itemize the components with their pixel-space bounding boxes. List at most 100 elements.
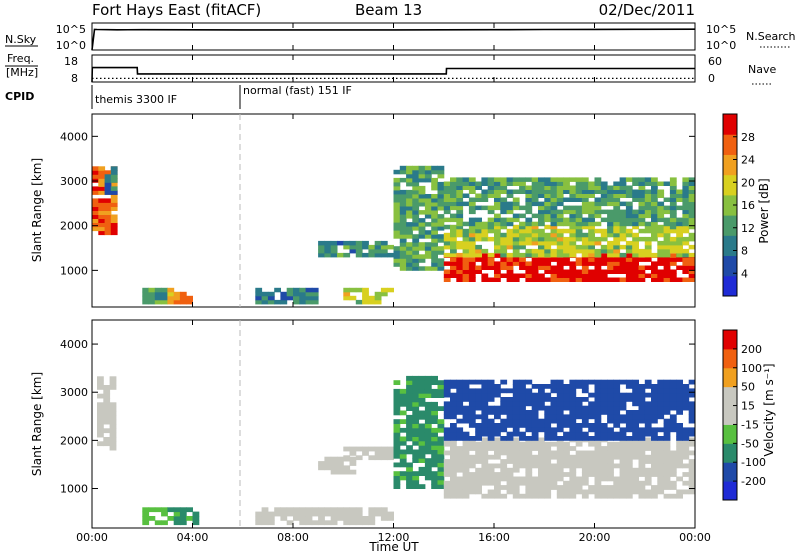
data-cell	[500, 201, 508, 207]
data-cell	[575, 427, 583, 433]
data-cell	[343, 446, 351, 452]
data-cell	[437, 440, 445, 446]
data-cell	[399, 202, 407, 207]
data-cell	[412, 194, 420, 199]
data-cell	[657, 193, 665, 198]
data-cell	[450, 454, 457, 460]
data-cell	[179, 516, 187, 521]
data-cell	[550, 181, 558, 186]
data-cell	[594, 405, 602, 411]
data-cell	[399, 234, 407, 239]
data-cell	[688, 388, 696, 394]
data-cell	[318, 465, 325, 471]
data-cell	[399, 238, 407, 243]
data-cell	[619, 379, 627, 385]
data-cell	[613, 189, 621, 194]
data-cell	[625, 418, 633, 424]
data-cell	[563, 463, 570, 469]
data-cell	[525, 177, 533, 182]
data-cell	[494, 265, 501, 270]
data-cell	[581, 450, 589, 456]
data-cell	[581, 224, 589, 230]
data-cell	[109, 428, 117, 434]
data-cell	[519, 189, 526, 194]
data-cell	[682, 472, 690, 477]
data-cell	[669, 197, 677, 202]
data-cell	[374, 511, 382, 517]
data-cell	[437, 165, 445, 171]
data-cell	[462, 201, 470, 207]
data-cell	[588, 467, 595, 473]
data-cell	[563, 418, 570, 424]
data-cell	[538, 437, 545, 443]
data-cell	[324, 511, 332, 517]
data-cell	[98, 222, 106, 228]
data-cell	[494, 476, 501, 482]
data-cell	[462, 397, 470, 402]
data-cell	[625, 493, 633, 499]
data-cell	[682, 384, 690, 389]
data-cell	[512, 437, 520, 443]
data-cell	[563, 228, 570, 234]
data-cell	[450, 224, 457, 230]
data-cell	[538, 401, 545, 407]
data-cell	[575, 476, 583, 482]
data-cell	[475, 181, 482, 186]
data-cell	[600, 463, 608, 469]
data-cell	[625, 205, 633, 211]
data-cell	[669, 261, 677, 266]
data-cell	[651, 232, 658, 238]
data-cell	[682, 401, 690, 407]
data-cell	[575, 261, 583, 266]
data-cell	[293, 291, 300, 297]
data-cell	[512, 405, 520, 411]
data-cell	[468, 201, 476, 207]
data-cell	[676, 441, 683, 447]
data-cell	[607, 441, 614, 447]
data-cell	[651, 217, 658, 223]
data-cell	[412, 189, 420, 195]
data-cell	[663, 446, 671, 451]
y-tick-label: 2000	[60, 220, 88, 233]
data-cell	[657, 463, 665, 469]
data-cell	[393, 410, 401, 416]
data-cell	[556, 217, 564, 223]
data-cell	[676, 224, 683, 230]
data-cell	[613, 397, 621, 402]
data-cell	[575, 454, 583, 460]
data-cell	[456, 493, 464, 499]
data-cell	[362, 520, 369, 526]
data-cell	[468, 197, 476, 202]
data-cell	[556, 410, 564, 415]
data-cell	[355, 455, 363, 461]
data-cell	[393, 453, 401, 459]
data-cell	[450, 476, 457, 482]
data-cell	[625, 485, 633, 490]
data-cell	[494, 454, 501, 460]
data-cell	[581, 414, 589, 420]
data-cell	[525, 201, 533, 207]
data-cell	[330, 240, 338, 246]
data-cell	[538, 244, 545, 250]
data-cell	[450, 423, 457, 428]
data-cell	[657, 405, 665, 411]
data-cell	[468, 269, 476, 274]
data-cell	[500, 205, 508, 211]
data-cell	[412, 388, 420, 394]
data-cell	[531, 489, 539, 495]
data-cell	[494, 240, 501, 246]
data-cell	[450, 485, 457, 490]
data-cell	[393, 479, 401, 485]
data-cell	[556, 401, 564, 407]
data-cell	[563, 257, 570, 262]
colorbar-swatch	[723, 174, 737, 196]
data-cell	[556, 240, 564, 246]
data-cell	[462, 388, 470, 394]
data-cell	[494, 228, 501, 234]
data-cell	[456, 388, 464, 394]
data-cell	[462, 236, 470, 242]
data-cell	[324, 507, 332, 513]
freq-right-tick-top: 60	[708, 55, 722, 68]
data-cell	[443, 185, 451, 190]
data-cell	[418, 165, 426, 171]
